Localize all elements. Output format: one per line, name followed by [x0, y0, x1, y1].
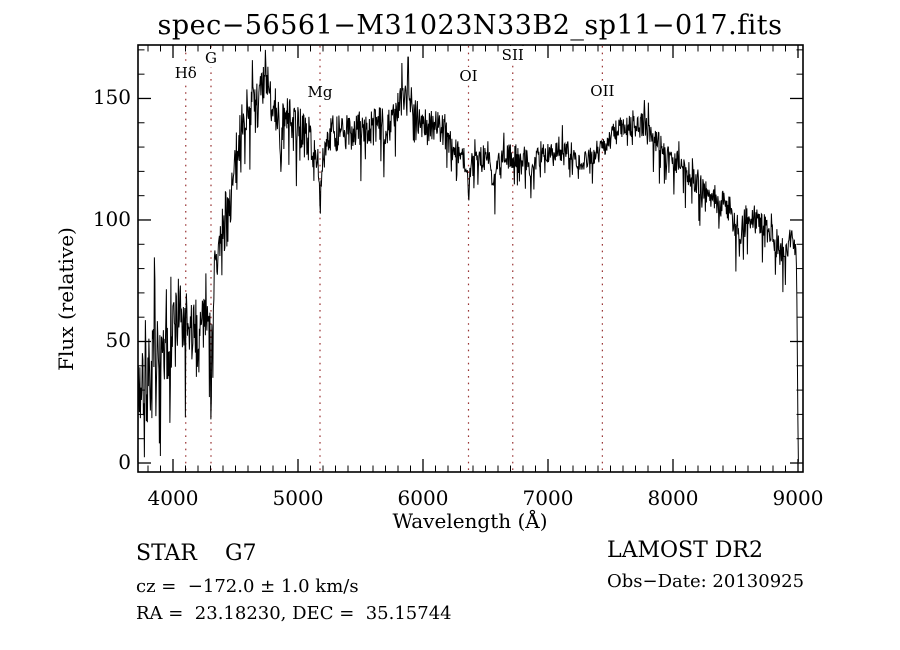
x-tick-label: 7000 [522, 486, 574, 510]
spectral-line-label: SII [500, 46, 525, 64]
object-type-label: STAR G7 [136, 541, 257, 566]
cz-velocity-label: cz = −172.0 ± 1.0 km/s [136, 576, 359, 597]
x-axis-title: Wavelength (Å) [392, 509, 548, 533]
spectral-line-label: G [204, 49, 218, 67]
x-tick-label: 9000 [772, 486, 824, 510]
spectral-line-markers [185, 46, 603, 471]
x-tick-label: 8000 [647, 486, 699, 510]
x-tick-label: 4000 [147, 486, 199, 510]
spectral-line-label: Hδ [173, 64, 198, 82]
x-tick-label: 5000 [272, 486, 324, 510]
ra-dec-label: RA = 23.18230, DEC = 35.15744 [136, 603, 452, 624]
y-tick-label: 0 [118, 450, 131, 474]
axis-ticks [138, 45, 803, 472]
y-tick-label: 100 [92, 206, 131, 231]
spectral-line-label: OI [458, 67, 479, 85]
plot-frame [137, 44, 804, 473]
x-tick-label: 6000 [397, 486, 449, 510]
spectrum-curve [137, 49, 799, 463]
y-axis-title: Flux (relative) [54, 227, 78, 371]
y-tick-label: 150 [92, 85, 131, 110]
y-tick-label: 50 [105, 328, 131, 353]
spectral-line-label: Mg [306, 83, 334, 101]
spectral-line-label: OII [589, 82, 616, 100]
survey-release-label: LAMOST DR2 [607, 538, 763, 563]
chart-title: spec−56561−M31023N33B2_sp11−017.fits [157, 10, 783, 41]
obs-date-label: Obs−Date: 20130925 [607, 571, 805, 592]
